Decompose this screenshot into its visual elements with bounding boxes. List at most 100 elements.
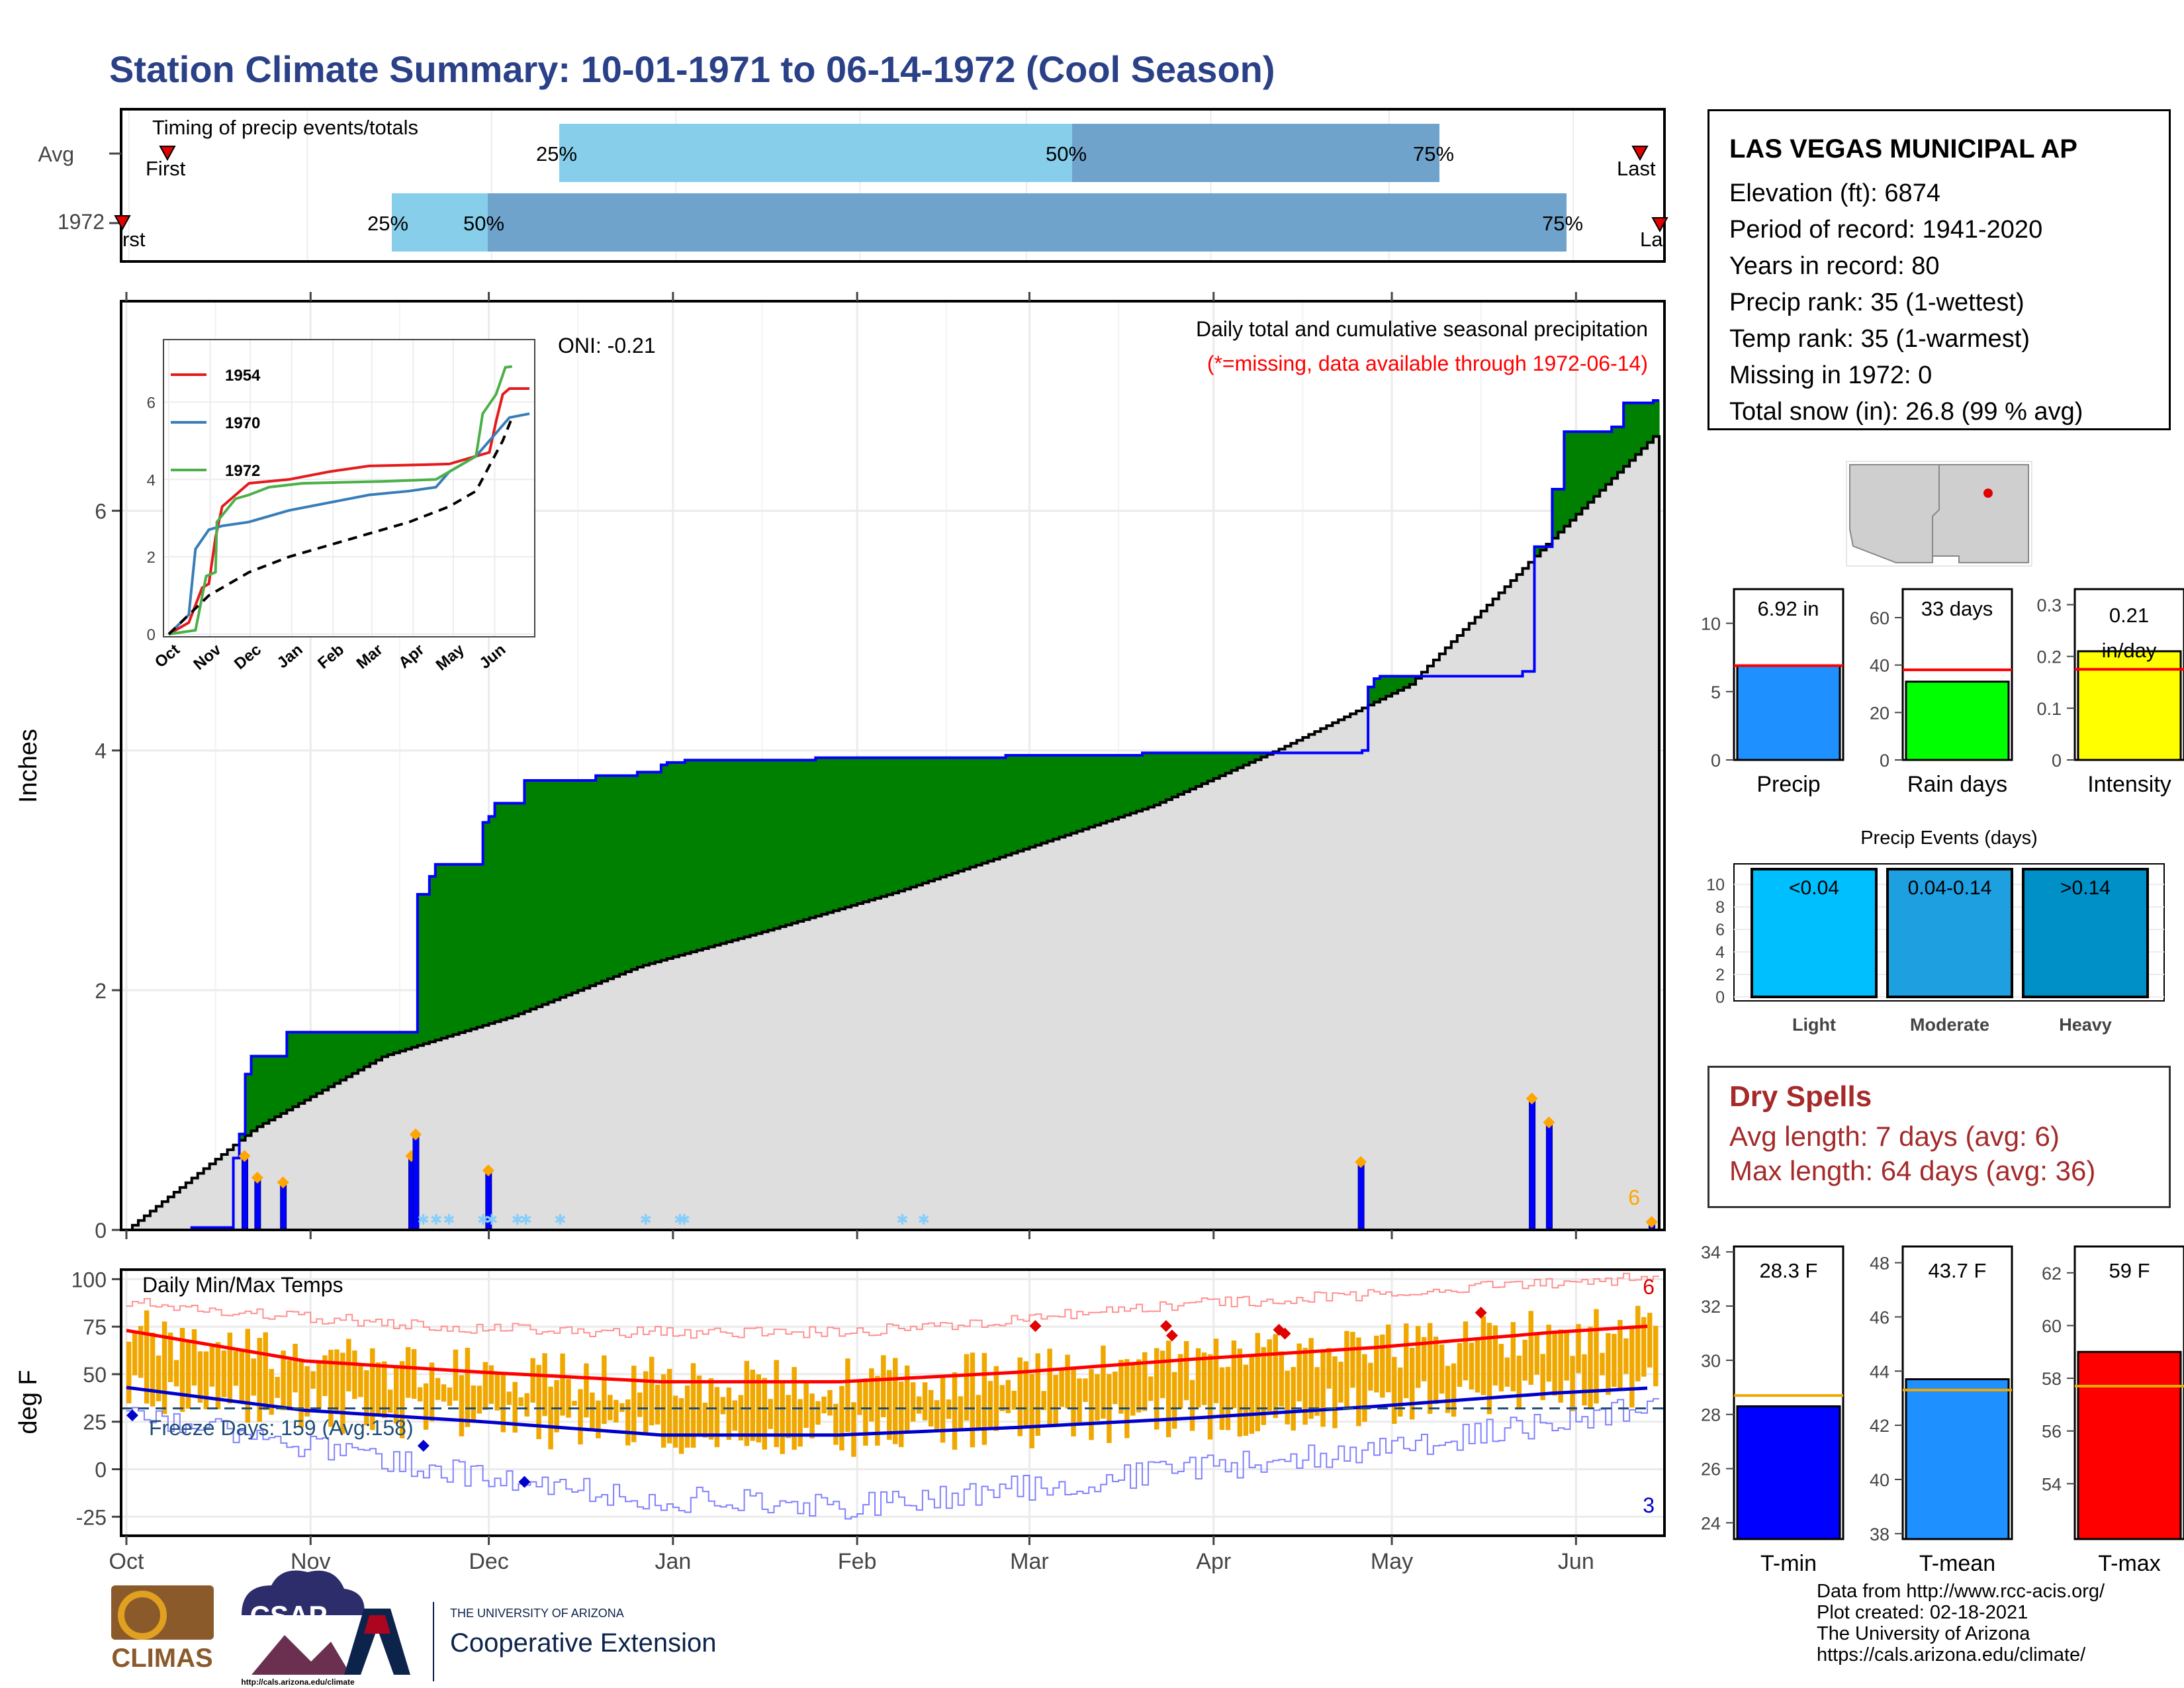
precip-surplus-area [1392,676,1398,694]
precip-surplus-area [756,760,763,934]
precip-surplus-area [690,760,698,952]
temp-daily-bar [625,1399,631,1446]
temp-daily-bar [993,1366,999,1431]
precip-surplus-area [435,864,442,1041]
precip-surplus-area [263,1056,270,1124]
temp-daily-bar [173,1360,179,1387]
temp-daily-bar [1326,1348,1332,1389]
precip-surplus-area [1588,432,1594,502]
temp-daily-bar [1635,1305,1641,1382]
temp-daily-bar [1510,1322,1516,1391]
temp-x-tick-label: Oct [109,1549,144,1574]
precip-surplus-area [797,760,804,921]
temp-daily-bar [1582,1354,1587,1406]
inset-series-line [167,417,514,635]
precip-surplus-area [625,775,632,972]
temp-daily-bar [524,1393,529,1417]
temp-y-axis-label: deg F [15,1370,42,1434]
precip-surplus-area [364,1032,371,1067]
temp-daily-bar [293,1343,298,1393]
temp-daily-bar [1498,1344,1504,1391]
precip-surplus-area [1249,753,1256,763]
precip-surplus-area [465,864,472,1031]
temp-daily-bar [138,1326,144,1378]
precip-daily-bar [1357,1163,1365,1231]
temp-summary-tick-label: 46 [1870,1307,1889,1327]
temp-daily-bar [482,1362,488,1410]
temp-daily-bar [1047,1348,1052,1427]
temp-daily-bar [602,1355,607,1425]
precip-surplus-area [619,775,626,974]
temp-y-tick-label: -25 [76,1505,107,1529]
temp-daily-bar [1035,1353,1040,1436]
precip-surplus-area [786,760,792,925]
precip-surplus-area [869,757,876,900]
temp-daily-bar [156,1355,161,1401]
temp-daily-bar [815,1401,821,1425]
precip-surplus-area [298,1032,305,1103]
precip-surplus-area [643,772,650,966]
temp-daily-bar [875,1376,880,1446]
temp-daily-bar [364,1370,369,1426]
precip-surplus-area [471,864,478,1029]
precip-surplus-area [322,1032,329,1090]
temp-daily-bar [1243,1364,1249,1436]
temp-y-tick-label: 75 [83,1315,107,1339]
temp-x-tick-label: May [1371,1549,1413,1574]
temp-record-low-line [126,1398,1659,1520]
inset-bg [163,340,535,637]
precip-daily-marker [251,1171,263,1184]
temp-normal-max-line [126,1325,1648,1383]
temp-daily-bar [215,1342,221,1409]
intensity-unit: in/day [2102,639,2157,662]
temp-y-tick-label: 100 [71,1268,107,1291]
temp-daily-bar [1469,1342,1475,1390]
timing-1972-first-marker [114,215,131,231]
temp-daily-bar [1225,1366,1231,1430]
temp-daily-bar [322,1355,328,1396]
temp-daily-bar [1273,1334,1278,1419]
precip-surplus-area [1582,432,1588,508]
temp-daily-bar [459,1375,465,1436]
temp-x-tick-label: Dec [469,1549,508,1574]
temp-daily-bar [453,1349,459,1401]
precip-surplus-area [857,757,864,904]
temp-daily-bar [1475,1338,1480,1393]
precip-surplus-area [399,1032,406,1051]
temp-daily-bar [536,1364,541,1440]
precip-surplus-area [1404,676,1410,688]
temp-daily-bar [744,1360,750,1446]
precip-surplus-area [922,757,929,884]
precip-surplus-area [684,760,692,954]
station-name: LAS VEGAS MUNICIPAL AP [1729,134,2077,164]
temp-daily-bar [399,1361,405,1438]
temp-daily-bar [441,1384,447,1402]
temp-daily-bar [1588,1327,1593,1409]
intensity-value: 0.21 [2109,604,2149,627]
temp-daily-bar [1297,1343,1302,1402]
precip-surplus-area [750,760,757,935]
snow-day-marker: ✱ [896,1211,908,1228]
precip-surplus-area [417,894,424,1046]
events-category-label: Heavy [2059,1015,2112,1035]
temp-daily-bar [869,1368,874,1422]
precip-surplus-area [708,760,715,947]
temp-summary-bar [2077,1350,2182,1540]
precip-surplus-area [1017,755,1024,851]
precip-surplus-area [387,1032,394,1055]
precip-surplus-area [578,780,584,991]
precip-surplus-area [803,760,810,920]
events-tick-label: 6 [1715,921,1725,939]
timing-avg-75-label: 75% [1413,142,1454,165]
precip-surplus-area [809,760,816,918]
dry-spells-avg: Avg length: 7 days (avg: 6) [1729,1121,2060,1152]
temp-daily-bar [1148,1376,1154,1401]
precip-summary-label: Intensity [2087,772,2171,797]
precip-surplus-area [916,757,923,886]
footer-line-univ: The University of Arizona [1817,1623,2030,1644]
temp-daily-bar [382,1361,387,1419]
timing-title: Timing of precip events/totals [152,116,418,139]
temp-daily-bar [298,1360,304,1428]
timing-avg-50-label: 50% [1046,142,1087,165]
temp-daily-bar [1255,1333,1261,1432]
